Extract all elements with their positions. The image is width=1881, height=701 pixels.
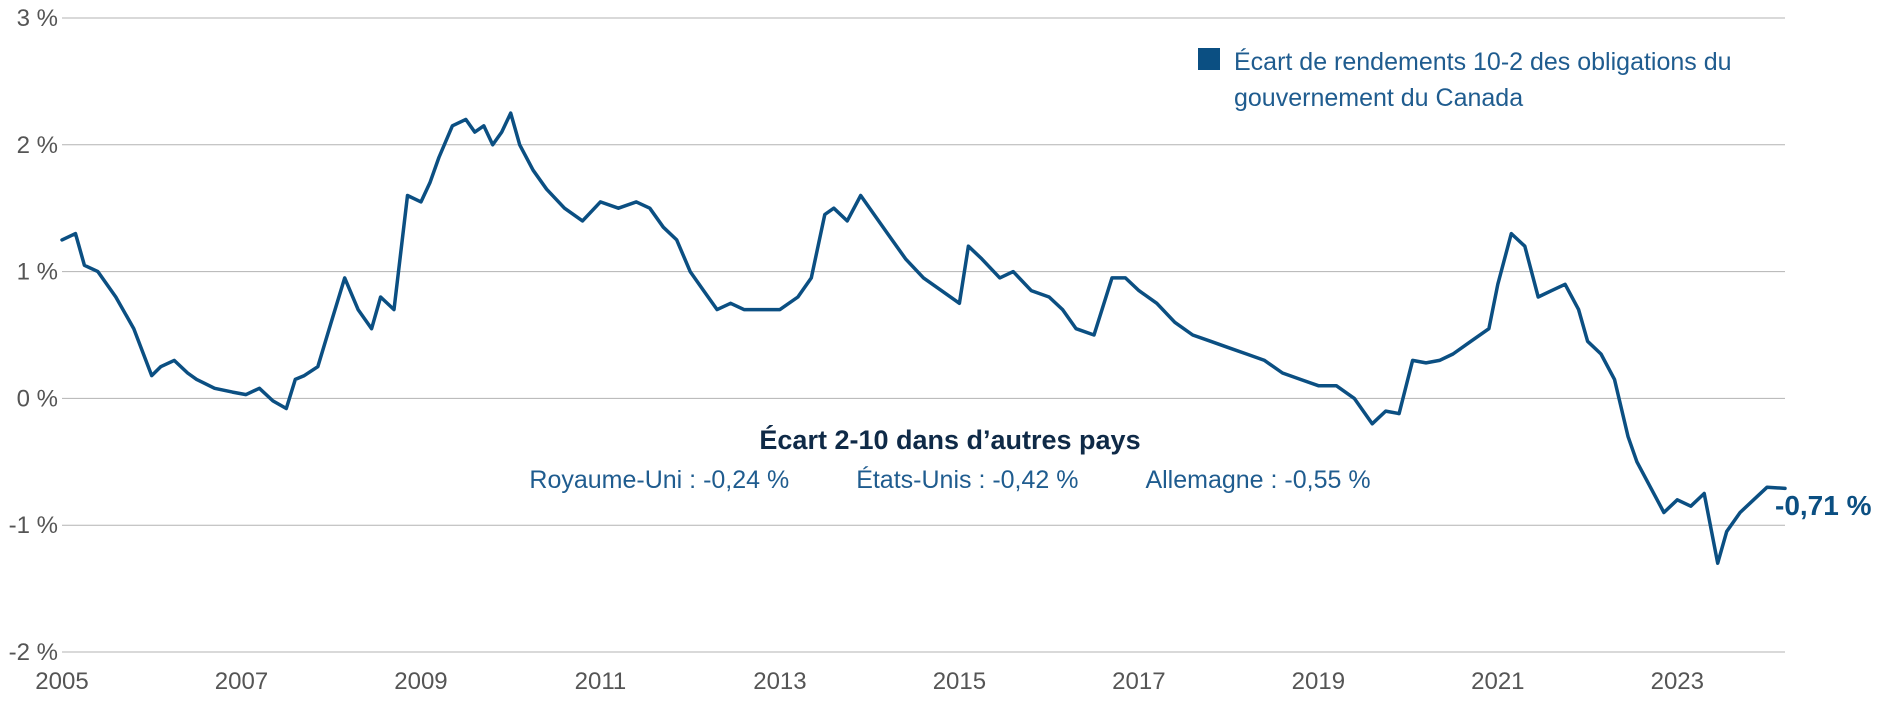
legend-swatch	[1198, 48, 1220, 70]
x-tick-label: 2017	[1112, 668, 1165, 695]
legend: Écart de rendements 10-2 des obligations…	[1198, 44, 1794, 116]
x-tick-label: 2009	[394, 668, 447, 695]
annotation-items: Royaume-Uni : -0,24 % États-Unis : -0,42…	[480, 462, 1420, 498]
series-line-canada-10-2-spread	[60, 111, 1787, 565]
y-axis-labels: 3 % 2 % 1 % 0 % -1 % -2 %	[9, 5, 58, 666]
y-tick-label: 1 %	[17, 259, 58, 286]
y-tick-label: -2 %	[9, 639, 58, 666]
x-tick-label: 2023	[1651, 668, 1704, 695]
x-axis-labels: 2005 2007 2009 2011 2013 2015 2017 2019 2021 2023	[35, 668, 1704, 695]
y-tick-label: 0 %	[17, 385, 58, 412]
x-tick-label: 2007	[215, 668, 268, 695]
x-tick-label: 2019	[1292, 668, 1345, 695]
annotation-item-uk: Royaume-Uni : -0,24 %	[529, 466, 790, 494]
annotation-item-germany: Allemagne : -0,55 %	[1145, 466, 1371, 494]
x-tick-label: 2013	[753, 668, 806, 695]
x-tick-label: 2021	[1471, 668, 1524, 695]
annotation-item-us: États-Unis : -0,42 %	[856, 466, 1079, 494]
y-tick-label: 2 %	[17, 132, 58, 159]
y-tick-label: 3 %	[17, 5, 58, 32]
x-tick-label: 2011	[575, 668, 627, 695]
legend-label: Écart de rendements 10-2 des obligations…	[1234, 48, 1732, 112]
x-tick-label: 2005	[35, 668, 88, 695]
annotation-title: Écart 2-10 dans d’autres pays	[759, 425, 1141, 455]
x-tick-label: 2015	[933, 668, 986, 695]
end-value-label: -0,71 %	[1775, 490, 1872, 521]
gridlines	[62, 17, 1785, 653]
other-countries-annotation: Écart 2-10 dans d’autres pays Royaume-Un…	[480, 420, 1420, 498]
y-tick-label: -1 %	[9, 512, 58, 539]
